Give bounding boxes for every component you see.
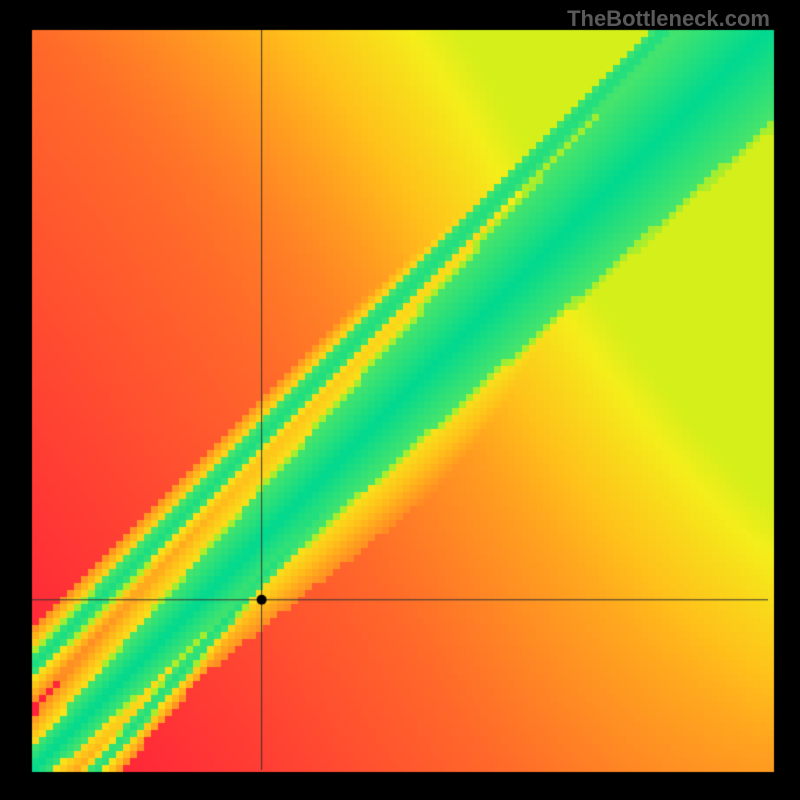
watermark-text: TheBottleneck.com [567,6,770,32]
bottleneck-heatmap [0,0,800,800]
chart-container: TheBottleneck.com [0,0,800,800]
